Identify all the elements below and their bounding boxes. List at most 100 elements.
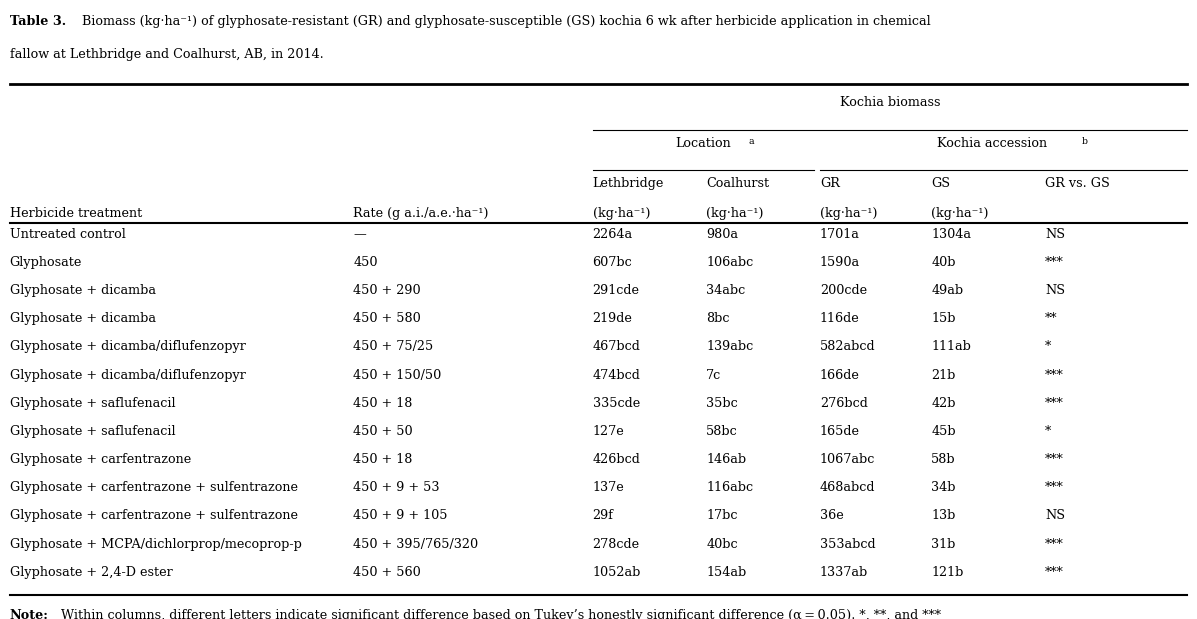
Text: 40bc: 40bc — [706, 537, 737, 551]
Text: 450 + 560: 450 + 560 — [353, 566, 421, 579]
Text: NS: NS — [1045, 509, 1065, 522]
Text: 13b: 13b — [931, 509, 955, 522]
Text: ***: *** — [1045, 537, 1064, 551]
Text: 42b: 42b — [931, 397, 955, 410]
Text: 116abc: 116abc — [706, 482, 753, 495]
Text: 450 + 50: 450 + 50 — [353, 425, 413, 438]
Text: 450 + 290: 450 + 290 — [353, 284, 420, 297]
Text: 139abc: 139abc — [706, 340, 753, 353]
Text: Glyphosate + saflufenacil: Glyphosate + saflufenacil — [10, 397, 175, 410]
Text: ***: *** — [1045, 368, 1064, 382]
Text: 29f: 29f — [593, 509, 614, 522]
Text: 1304a: 1304a — [931, 228, 971, 241]
Text: Glyphosate + saflufenacil: Glyphosate + saflufenacil — [10, 425, 175, 438]
Text: 450 + 9 + 105: 450 + 9 + 105 — [353, 509, 448, 522]
Text: 111ab: 111ab — [931, 340, 971, 353]
Text: 146ab: 146ab — [706, 453, 747, 466]
Text: 1590a: 1590a — [820, 256, 861, 269]
Text: 8bc: 8bc — [706, 312, 730, 326]
Text: (kg·ha⁻¹): (kg·ha⁻¹) — [931, 207, 989, 220]
Text: Glyphosate + 2,4-D ester: Glyphosate + 2,4-D ester — [10, 566, 172, 579]
Text: 980a: 980a — [706, 228, 739, 241]
Text: Glyphosate: Glyphosate — [10, 256, 81, 269]
Text: *: * — [1045, 425, 1051, 438]
Text: Note:: Note: — [10, 609, 48, 619]
Text: 121b: 121b — [931, 566, 964, 579]
Text: Glyphosate + dicamba: Glyphosate + dicamba — [10, 284, 156, 297]
Text: 127e: 127e — [593, 425, 625, 438]
Text: 450 + 75/25: 450 + 75/25 — [353, 340, 433, 353]
Text: Biomass (kg·ha⁻¹) of glyphosate-resistant (GR) and glyphosate-susceptible (GS) k: Biomass (kg·ha⁻¹) of glyphosate-resistan… — [74, 15, 931, 28]
Text: 200cde: 200cde — [820, 284, 867, 297]
Text: (kg·ha⁻¹): (kg·ha⁻¹) — [593, 207, 650, 220]
Text: fallow at Lethbridge and Coalhurst, AB, in 2014.: fallow at Lethbridge and Coalhurst, AB, … — [10, 48, 323, 61]
Text: GR: GR — [820, 177, 840, 190]
Text: 1337ab: 1337ab — [820, 566, 868, 579]
Text: 2264a: 2264a — [593, 228, 633, 241]
Text: 166de: 166de — [820, 368, 859, 382]
Text: **: ** — [1045, 312, 1057, 326]
Text: Table 3.: Table 3. — [10, 15, 66, 28]
Text: Glyphosate + dicamba/diflufenzopyr: Glyphosate + dicamba/diflufenzopyr — [10, 340, 245, 353]
Text: ***: *** — [1045, 566, 1064, 579]
Text: 450 + 18: 450 + 18 — [353, 397, 413, 410]
Text: —: — — [353, 228, 366, 241]
Text: b: b — [1081, 137, 1088, 147]
Text: 468abcd: 468abcd — [820, 482, 875, 495]
Text: 34abc: 34abc — [706, 284, 746, 297]
Text: Glyphosate + carfentrazone + sulfentrazone: Glyphosate + carfentrazone + sulfentrazo… — [10, 509, 298, 522]
Text: NS: NS — [1045, 228, 1065, 241]
Text: GS: GS — [931, 177, 950, 190]
Text: NS: NS — [1045, 284, 1065, 297]
Text: 21b: 21b — [931, 368, 955, 382]
Text: GR vs. GS: GR vs. GS — [1045, 177, 1110, 190]
Text: *: * — [1045, 340, 1051, 353]
Text: 278cde: 278cde — [593, 537, 639, 551]
Text: Location: Location — [675, 137, 731, 150]
Text: 34b: 34b — [931, 482, 955, 495]
Text: Glyphosate + dicamba/diflufenzopyr: Glyphosate + dicamba/diflufenzopyr — [10, 368, 245, 382]
Text: 450: 450 — [353, 256, 377, 269]
Text: 137e: 137e — [593, 482, 625, 495]
Text: 335cde: 335cde — [593, 397, 639, 410]
Text: 1067abc: 1067abc — [820, 453, 875, 466]
Text: 45b: 45b — [931, 425, 956, 438]
Text: 607bc: 607bc — [593, 256, 632, 269]
Text: Within columns, different letters indicate significant difference based on Tukey: Within columns, different letters indica… — [57, 609, 942, 619]
Text: 154ab: 154ab — [706, 566, 747, 579]
Text: (kg·ha⁻¹): (kg·ha⁻¹) — [706, 207, 764, 220]
Text: 36e: 36e — [820, 509, 844, 522]
Text: Glyphosate + MCPA/dichlorprop/mecoprop-p: Glyphosate + MCPA/dichlorprop/mecoprop-p — [10, 537, 302, 551]
Text: 450 + 150/50: 450 + 150/50 — [353, 368, 442, 382]
Text: 467bcd: 467bcd — [593, 340, 640, 353]
Text: Untreated control: Untreated control — [10, 228, 126, 241]
Text: ***: *** — [1045, 482, 1064, 495]
Text: 582abcd: 582abcd — [820, 340, 875, 353]
Text: 353abcd: 353abcd — [820, 537, 875, 551]
Text: Glyphosate + carfentrazone: Glyphosate + carfentrazone — [10, 453, 190, 466]
Text: 276bcd: 276bcd — [820, 397, 868, 410]
Text: 1701a: 1701a — [820, 228, 859, 241]
Text: Kochia accession: Kochia accession — [936, 137, 1047, 150]
Text: 58b: 58b — [931, 453, 956, 466]
Text: (kg·ha⁻¹): (kg·ha⁻¹) — [820, 207, 877, 220]
Text: Glyphosate + carfentrazone + sulfentrazone: Glyphosate + carfentrazone + sulfentrazo… — [10, 482, 298, 495]
Text: 49ab: 49ab — [931, 284, 964, 297]
Text: Kochia biomass: Kochia biomass — [840, 96, 940, 109]
Text: 58bc: 58bc — [706, 425, 739, 438]
Text: 116de: 116de — [820, 312, 859, 326]
Text: a: a — [749, 137, 754, 147]
Text: 450 + 18: 450 + 18 — [353, 453, 413, 466]
Text: 7c: 7c — [706, 368, 722, 382]
Text: Herbicide treatment: Herbicide treatment — [10, 207, 141, 220]
Text: ***: *** — [1045, 397, 1064, 410]
Text: Coalhurst: Coalhurst — [706, 177, 770, 190]
Text: 31b: 31b — [931, 537, 955, 551]
Text: 450 + 9 + 53: 450 + 9 + 53 — [353, 482, 439, 495]
Text: 450 + 395/765/320: 450 + 395/765/320 — [353, 537, 479, 551]
Text: 474bcd: 474bcd — [593, 368, 640, 382]
Text: Rate (g a.i./a.e.·ha⁻¹): Rate (g a.i./a.e.·ha⁻¹) — [353, 207, 488, 220]
Text: ***: *** — [1045, 453, 1064, 466]
Text: 17bc: 17bc — [706, 509, 737, 522]
Text: 219de: 219de — [593, 312, 632, 326]
